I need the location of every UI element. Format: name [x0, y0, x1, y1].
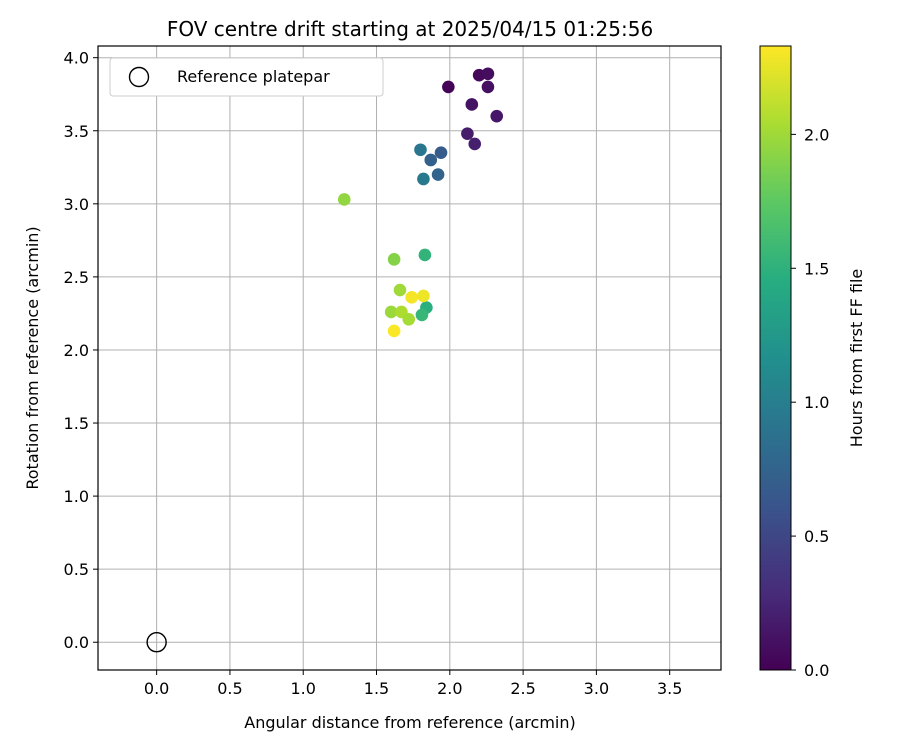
y-tick-label: 1.5	[64, 414, 89, 433]
colorbar-tick-label: 1.0	[804, 393, 829, 412]
reference-point-marker	[146, 632, 167, 653]
y-tick-label: 3.5	[64, 122, 89, 141]
data-point	[414, 143, 427, 157]
colorbar-gradient	[759, 45, 792, 671]
x-tick-label: 0.0	[144, 679, 169, 698]
x-tick-label: 2.5	[510, 679, 535, 698]
colorbar-tick-label: 1.5	[804, 259, 829, 278]
data-point	[417, 172, 430, 186]
data-point	[405, 291, 418, 304]
grid	[98, 46, 721, 670]
data-point	[434, 146, 448, 159]
colorbar-ticks: 0.0 0.5 1.0 1.5 2.0	[791, 125, 829, 680]
colorbar-tick-label: 0.0	[804, 661, 829, 680]
legend-box	[109, 57, 384, 97]
axis-ticks: 0.0 0.5 1.0 1.5 2.0 2.5 3.0 3.5 0.0 0.5 1.0 1.5 2.0 2…	[64, 49, 683, 698]
data-point	[442, 80, 455, 94]
data-points	[146, 67, 504, 653]
x-tick-label: 0.5	[217, 679, 242, 698]
y-tick-label: 2.5	[64, 268, 89, 287]
colorbar-tick-label: 0.5	[804, 527, 829, 546]
x-tick-label: 1.5	[364, 679, 389, 698]
y-tick-label: 4.0	[64, 49, 89, 68]
data-point	[402, 312, 416, 326]
data-point	[337, 193, 351, 206]
data-point	[431, 168, 445, 181]
chart-title: FOV centre drift starting at 2025/04/15 …	[167, 17, 653, 41]
data-point	[468, 137, 482, 151]
colorbar-tick-label: 2.0	[804, 125, 829, 144]
plot-frame	[97, 45, 722, 671]
colorbar: 0.0 0.5 1.0 1.5 2.0 Hours from first FF file	[759, 45, 866, 680]
x-axis-label: Angular distance from reference (arcmin)	[244, 713, 575, 732]
data-point	[418, 248, 432, 262]
y-tick-label: 3.0	[64, 195, 89, 214]
data-point	[387, 324, 401, 338]
data-point	[465, 98, 479, 111]
x-tick-label: 1.0	[290, 679, 315, 698]
data-point	[393, 283, 407, 297]
data-point	[387, 253, 401, 266]
y-tick-label: 0.0	[64, 633, 89, 652]
legend: Reference platepar	[109, 57, 384, 97]
x-tick-label: 3.0	[584, 679, 609, 698]
x-tick-label: 3.5	[657, 679, 682, 698]
y-tick-label: 2.0	[64, 341, 89, 360]
y-tick-label: 0.5	[64, 560, 89, 579]
data-point	[415, 308, 429, 322]
data-point	[481, 67, 495, 81]
data-point	[461, 127, 474, 140]
y-axis-label: Rotation from reference (arcmin)	[23, 226, 42, 489]
colorbar-label: Hours from first FF file	[847, 269, 866, 448]
data-point	[384, 305, 398, 319]
x-tick-label: 2.0	[437, 679, 462, 698]
data-point	[424, 153, 438, 167]
legend-marker-reference	[128, 66, 150, 88]
legend-label-reference: Reference platepar	[177, 67, 330, 86]
data-point	[490, 109, 504, 123]
y-tick-label: 1.0	[64, 487, 89, 506]
data-point	[417, 289, 430, 303]
data-point	[481, 80, 495, 94]
